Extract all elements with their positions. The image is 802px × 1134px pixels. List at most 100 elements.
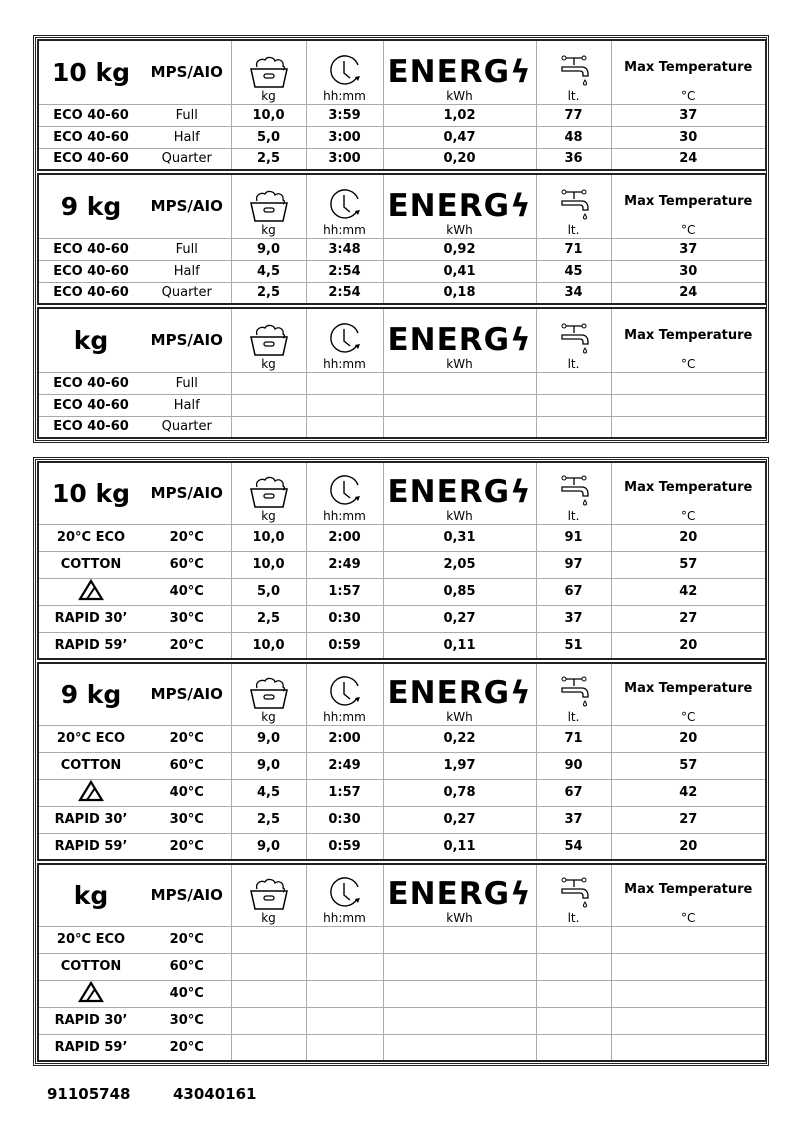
water-cell bbox=[535, 1006, 612, 1035]
setting-cell: 60°C bbox=[143, 550, 231, 579]
load-cell bbox=[230, 925, 307, 954]
setting-cell: 30°C bbox=[143, 805, 231, 834]
energy-cell bbox=[382, 415, 537, 439]
program-cell: ECO 40-60 bbox=[38, 237, 143, 261]
program-cell: COTTON bbox=[38, 751, 143, 780]
max-temp-cell bbox=[610, 415, 767, 439]
energy-cell: 0,85 bbox=[382, 577, 537, 606]
clock-icon bbox=[329, 675, 360, 706]
laundry-basket-icon bbox=[249, 324, 288, 356]
energy-header: ENERGϟ kWh bbox=[382, 39, 537, 105]
max-temp-cell: 37 bbox=[610, 237, 767, 261]
water-header: lt. bbox=[535, 461, 612, 525]
setting-cell: 40°C bbox=[143, 778, 231, 807]
setting-cell: Full bbox=[143, 237, 231, 261]
capacity-value: 10 kg bbox=[51, 57, 130, 87]
energy-cell: 0,47 bbox=[382, 125, 537, 149]
duration-cell bbox=[305, 979, 384, 1008]
water-unit: lt. bbox=[567, 709, 580, 724]
program-cell: RAPID 30’ bbox=[38, 604, 143, 633]
temp-unit: °C bbox=[681, 88, 696, 103]
mode-label: MPS/AIO bbox=[143, 39, 231, 105]
setting-cell: 30°C bbox=[143, 1006, 231, 1035]
table-row: RAPID 59’ 20°C 10,0 0:59 0,11 51 20 bbox=[38, 631, 767, 660]
water-cell: 90 bbox=[535, 751, 612, 780]
energy-unit: kWh bbox=[446, 356, 473, 371]
capacity-label: 9 kg bbox=[38, 173, 143, 239]
program-cell: ECO 40-60 bbox=[38, 415, 143, 439]
water-cell bbox=[535, 1033, 612, 1062]
max-temp-header: Max Temperature °C bbox=[610, 662, 767, 726]
duration-cell: 0:30 bbox=[305, 805, 384, 834]
load-header: kg bbox=[230, 662, 307, 726]
max-temp-cell: 24 bbox=[610, 281, 767, 305]
duration-header: hh:mm bbox=[305, 863, 384, 927]
program-cell bbox=[38, 577, 143, 606]
program-cell: RAPID 59’ bbox=[38, 631, 143, 660]
max-temp-cell bbox=[610, 952, 767, 981]
program-cell: RAPID 59’ bbox=[38, 1033, 143, 1062]
energy-logo: ENERGϟ bbox=[387, 875, 532, 912]
water-cell: 51 bbox=[535, 631, 612, 660]
capacity-section: 9 kg MPS/AIO kg hh:mm ENERGϟ kWh lt. Max Temper… bbox=[37, 173, 767, 305]
program-cell: COTTON bbox=[38, 952, 143, 981]
program-cell: ECO 40-60 bbox=[38, 147, 143, 171]
water-cell: 36 bbox=[535, 147, 612, 171]
program-cell bbox=[38, 778, 143, 807]
load-cell bbox=[230, 393, 307, 417]
load-cell: 2,5 bbox=[230, 805, 307, 834]
load-cell: 10,0 bbox=[230, 550, 307, 579]
capacity-label: 10 kg bbox=[38, 461, 143, 525]
water-unit: lt. bbox=[567, 910, 580, 925]
laundry-basket-icon bbox=[249, 677, 288, 709]
capacity-value: 10 kg bbox=[51, 478, 130, 508]
duration-cell bbox=[305, 952, 384, 981]
delicate-triangle-icon bbox=[78, 780, 104, 801]
max-temp-header: Max Temperature °C bbox=[610, 863, 767, 927]
energy-cell: 0,18 bbox=[382, 281, 537, 305]
setting-cell: 20°C bbox=[143, 631, 231, 660]
load-cell bbox=[230, 1006, 307, 1035]
mode-label: MPS/AIO bbox=[143, 173, 231, 239]
energy-cell: 0,11 bbox=[382, 832, 537, 861]
capacity-section: 10 kg MPS/AIO kg hh:mm ENERGϟ kWh lt. Max Tempe… bbox=[37, 461, 767, 660]
max-temp-cell: 30 bbox=[610, 259, 767, 283]
max-temp-header: Max Temperature °C bbox=[610, 173, 767, 239]
capacity-value: kg bbox=[73, 325, 109, 355]
table-row: RAPID 59’ 20°C bbox=[38, 1033, 767, 1062]
duration-cell: 0:59 bbox=[305, 631, 384, 660]
setting-cell: Quarter bbox=[143, 147, 231, 171]
clock-icon bbox=[329, 322, 360, 353]
water-cell bbox=[535, 979, 612, 1008]
setting-cell: Quarter bbox=[143, 415, 231, 439]
mode-label: MPS/AIO bbox=[143, 461, 231, 525]
kg-unit: kg bbox=[261, 508, 276, 523]
table-row: ECO 40-60 Quarter bbox=[38, 415, 767, 439]
max-temp-label: Max Temperature bbox=[624, 59, 753, 75]
energy-bolt-icon: ϟ bbox=[510, 53, 532, 90]
setting-cell: Half bbox=[143, 259, 231, 283]
clock-icon bbox=[329, 54, 360, 85]
water-unit: lt. bbox=[567, 222, 580, 237]
water-tap-icon bbox=[560, 676, 589, 707]
setting-cell: 20°C bbox=[143, 832, 231, 861]
max-temp-cell bbox=[610, 1033, 767, 1062]
water-cell bbox=[535, 925, 612, 954]
max-temp-header: Max Temperature °C bbox=[610, 39, 767, 105]
laundry-basket-icon bbox=[249, 190, 288, 222]
duration-cell bbox=[305, 1033, 384, 1062]
table-row: 40°C bbox=[38, 979, 767, 1008]
water-cell: 71 bbox=[535, 237, 612, 261]
energy-unit: kWh bbox=[446, 709, 473, 724]
table-row: COTTON 60°C 10,0 2:49 2,05 97 57 bbox=[38, 550, 767, 579]
mode-text: MPS/AIO bbox=[150, 886, 223, 905]
max-temp-cell bbox=[610, 979, 767, 1008]
setting-cell: 30°C bbox=[143, 604, 231, 633]
mode-text: MPS/AIO bbox=[150, 484, 223, 503]
setting-cell: 20°C bbox=[143, 925, 231, 954]
laundry-basket-icon bbox=[249, 476, 288, 508]
duration-cell: 0:30 bbox=[305, 604, 384, 633]
mode-text: MPS/AIO bbox=[150, 331, 223, 350]
mode-text: MPS/AIO bbox=[150, 685, 223, 704]
table-row: ECO 40-60 Full 10,0 3:59 1,02 77 37 bbox=[38, 103, 767, 127]
